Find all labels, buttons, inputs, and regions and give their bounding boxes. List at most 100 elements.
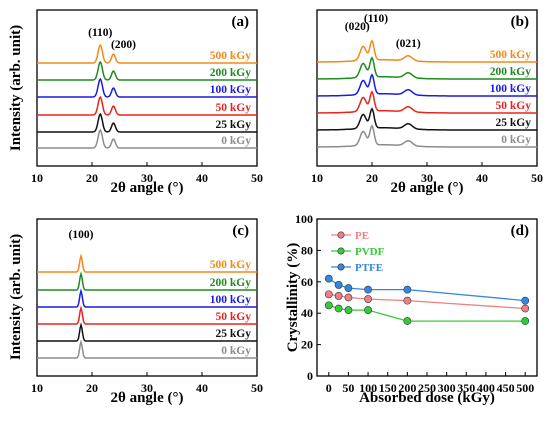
x-tick-label: 40 [476, 171, 488, 185]
series-line-PVDF [328, 304, 526, 322]
data-point-PVDF [364, 306, 372, 314]
data-point-PVDF [324, 301, 333, 310]
data-point-PE [364, 295, 372, 303]
series-label: 25 kGy [496, 117, 532, 129]
series-label: 25 kGy [216, 119, 252, 131]
panel-3: (c) 10 20 30 40 50 2θ angle (°) Intensity (arb.… [8, 218, 263, 406]
x-axis-label: 2θ angle (°) [111, 180, 184, 196]
data-point-PE [324, 290, 333, 299]
x-tick-label: 50 [251, 381, 263, 395]
xrd-curve-25-kGy [317, 107, 537, 131]
series-label: 0 kGy [221, 135, 251, 147]
series-label: 25 kGy [216, 328, 252, 340]
legend-marker [337, 231, 345, 239]
series-line-PTFE [328, 278, 526, 302]
x-axis-label: Absorbed dose (kGy) [359, 390, 495, 406]
data-point-PVDF [521, 317, 530, 325]
legend-marker [337, 263, 345, 271]
series-label: 200 kGy [210, 277, 251, 289]
peak-annotation: (110) [364, 13, 388, 25]
x-tick-label: 100 [359, 381, 377, 395]
panel-4: (d) 0 50 100 150 200 250 300 350 40 0 450 500 Absorbe… [285, 212, 538, 406]
peak-annotation: (100) [69, 229, 94, 241]
peak-annotation: (020) [345, 21, 370, 33]
peak-annotation: (200) [111, 39, 136, 51]
xrd-curve-500-kGy [317, 39, 537, 63]
data-point-PE [334, 292, 343, 300]
xrd-curve-100-kGy [37, 288, 257, 308]
data-point-PTFE [334, 281, 343, 289]
xrd-curve-200-kGy [37, 271, 257, 291]
xrd-curve-50-kGy [37, 95, 257, 116]
y-tick-label: 40 [301, 306, 313, 320]
panel-label: (d) [511, 223, 529, 239]
series-label: 50 kGy [496, 100, 532, 112]
peak-annotation: (110) [88, 27, 112, 39]
x-tick-label: 30 [141, 381, 153, 395]
y-tick-label: 20 [301, 338, 313, 352]
xrd-curve-0-kGy [317, 124, 537, 148]
data-point-PE [521, 304, 530, 313]
x-tick-label: 50 [531, 171, 543, 185]
data-point-PTFE [324, 274, 333, 283]
data-point-PTFE [403, 285, 412, 294]
legend-label: PTFE [355, 262, 383, 274]
x-tick-label: 50 [251, 171, 263, 185]
xrd-curve-500-kGy [37, 43, 257, 64]
series-label: 100 kGy [210, 294, 251, 306]
x-axis-label: 2θ angle (°) [391, 180, 464, 196]
series-label: 0 kGy [221, 345, 251, 357]
series-label: 500 kGy [490, 49, 531, 61]
x-tick-label: 10 [311, 171, 323, 185]
x-tick-label: 30 [141, 171, 153, 185]
x-tick-label: 50 [342, 381, 354, 395]
series-label: 200 kGy [490, 66, 531, 78]
y-tick-label: 0 [307, 369, 313, 383]
series-label: 100 kGy [210, 84, 251, 96]
x-tick-label: 40 [196, 381, 208, 395]
x-tick-label: 20 [86, 381, 98, 395]
series-label: 500 kGy [210, 259, 251, 271]
xrd-curve-100-kGy [317, 73, 537, 97]
x-tick-label: 500 [516, 381, 534, 395]
data-point-PTFE [344, 284, 353, 292]
panel-label: (a) [232, 14, 250, 30]
y-axis-label: Intensity (arb. unit) [8, 234, 24, 360]
x-tick-label: 20 [86, 171, 98, 185]
xrd-curve-200-kGy [317, 56, 537, 80]
series-label: 200 kGy [210, 67, 251, 79]
y-tick-label: 80 [301, 243, 313, 257]
legend-label: PE [355, 230, 369, 242]
x-tick-label: 300 [438, 381, 456, 395]
x-tick-label: 10 [31, 171, 43, 185]
xrd-curve-500-kGy [37, 253, 257, 273]
data-point-PE [403, 296, 412, 305]
data-point-PTFE [521, 296, 530, 305]
panel-1: (a) 10 20 30 40 50 2θ angle (°) Intensity (arb.… [8, 9, 263, 196]
x-tick-label: 40 [196, 171, 208, 185]
series-line-PE [328, 293, 526, 310]
series-label: 50 kGy [216, 102, 252, 114]
x-tick-label: 200 [398, 381, 416, 395]
xrd-curve-25-kGy [37, 322, 257, 342]
x-tick-label: 30 [421, 171, 433, 185]
y-axis-label: Intensity (arb. unit) [8, 25, 24, 151]
xrd-curve-0-kGy [37, 128, 257, 149]
legend-label: PVDF [355, 246, 385, 258]
x-tick-label: 150 [379, 381, 397, 395]
data-point-PE [344, 293, 353, 302]
x-tick-label: 450 [497, 381, 515, 395]
x-tick-label: 350 [457, 381, 475, 395]
x-tick-label: 0 [326, 381, 332, 395]
peak-annotation: (021) [396, 38, 421, 50]
legend-marker [337, 247, 345, 255]
series-label: 500 kGy [210, 50, 251, 62]
data-point-PVDF [403, 317, 412, 325]
x-tick-label: 250 [418, 381, 436, 395]
x-tick-label: 20 [366, 171, 378, 185]
xrd-curve-50-kGy [317, 90, 537, 114]
data-point-PTFE [364, 285, 372, 294]
series-label: 0 kGy [501, 134, 531, 146]
xrd-curve-200-kGy [37, 60, 257, 81]
